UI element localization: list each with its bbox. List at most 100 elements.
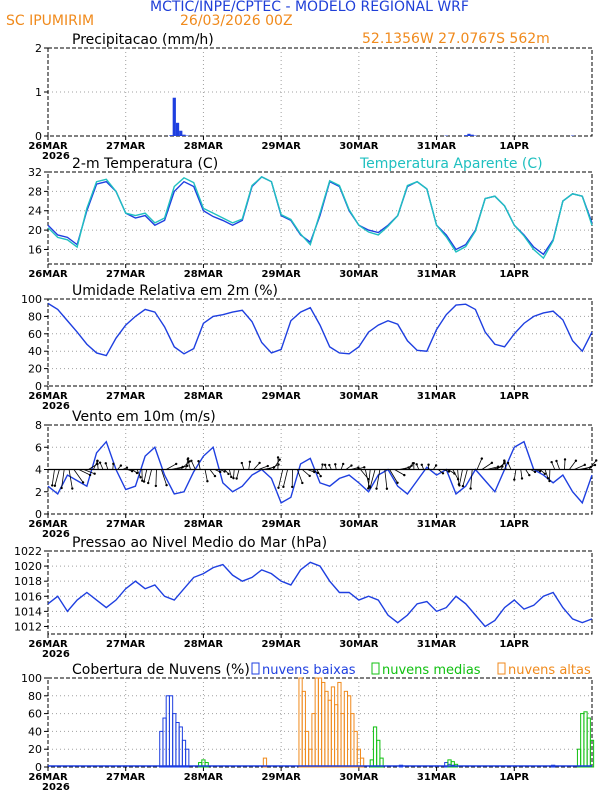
x-tick-year: 2026 bbox=[42, 529, 70, 540]
wind-arrow bbox=[191, 460, 196, 470]
wind-arrow-head bbox=[480, 457, 484, 460]
wind-arrow bbox=[175, 465, 188, 470]
wind-arrow bbox=[544, 469, 549, 479]
wind-arrow bbox=[96, 460, 99, 470]
wind-arrow bbox=[78, 469, 91, 476]
x-tick-label: 28MAR bbox=[184, 141, 224, 152]
x-tick-label: 31MAR bbox=[417, 141, 457, 152]
x-tick-label: 1APR bbox=[499, 639, 529, 650]
wind-arrow-head bbox=[282, 485, 285, 489]
wind-arrow-head bbox=[574, 459, 578, 462]
panel-title: Vento em 10m (m/s) bbox=[72, 409, 216, 425]
wind-arrow-head bbox=[375, 487, 378, 490]
wind-arrow-head bbox=[141, 479, 144, 482]
y-tick-label: 80 bbox=[28, 690, 42, 703]
wind-arrow-head bbox=[520, 477, 524, 480]
wind-arrow bbox=[143, 469, 148, 482]
wind-arrow-head bbox=[367, 487, 370, 490]
wind-arrow bbox=[180, 461, 190, 470]
x-tick-year: 2026 bbox=[42, 649, 70, 660]
wind-arrow bbox=[83, 469, 95, 475]
precip-bar bbox=[172, 97, 176, 136]
wind-arrow-head bbox=[235, 477, 238, 480]
wind-arrow bbox=[394, 469, 405, 476]
wind-arrow bbox=[457, 469, 460, 485]
x-tick-label: 28MAR bbox=[184, 269, 224, 280]
panel-1 bbox=[44, 171, 593, 268]
x-tick-label: 26MAR bbox=[28, 772, 68, 783]
wind-arrow bbox=[384, 469, 388, 489]
wind-arrow-head bbox=[206, 480, 209, 483]
wind-arrow-head bbox=[276, 456, 280, 459]
wind-arrow-head bbox=[593, 463, 597, 467]
wind-arrow bbox=[301, 469, 310, 477]
y-tick-label: 1 bbox=[35, 86, 42, 99]
wind-arrow-head bbox=[533, 470, 537, 474]
precip-bar bbox=[464, 135, 468, 136]
wind-arrow-head bbox=[112, 462, 115, 466]
precip-bar bbox=[169, 135, 173, 136]
wind-arrow-head bbox=[321, 463, 324, 466]
wind-arrow-head bbox=[461, 484, 465, 488]
x-tick-label: 29MAR bbox=[261, 519, 301, 530]
y-tick-label: 1016 bbox=[14, 590, 42, 603]
wind-arrow bbox=[491, 466, 503, 470]
precip-bar bbox=[179, 130, 183, 136]
y-tick-label: 80 bbox=[28, 310, 42, 323]
cloud-bar bbox=[301, 690, 306, 768]
x-tick-label: 30MAR bbox=[339, 391, 379, 402]
wind-arrow bbox=[204, 469, 208, 482]
wind-arrow-head bbox=[218, 470, 222, 474]
wind-arrow bbox=[513, 469, 517, 480]
x-tick-label: 1APR bbox=[499, 391, 529, 402]
wind-arrow-head bbox=[334, 463, 337, 466]
wind-arrow bbox=[520, 469, 523, 479]
wind-arrow bbox=[61, 469, 65, 489]
wind-arrow bbox=[583, 464, 596, 470]
x-tick-label: 31MAR bbox=[417, 639, 457, 650]
wind-arrow-head bbox=[319, 474, 322, 478]
precip-bar bbox=[182, 134, 186, 136]
y-tick-label: 2 bbox=[35, 486, 42, 499]
x-tick-label: 29MAR bbox=[261, 269, 301, 280]
wind-arrow bbox=[476, 458, 483, 470]
wind-arrow-head bbox=[139, 476, 142, 479]
x-tick-year: 2026 bbox=[42, 151, 70, 162]
x-tick-label: 29MAR bbox=[261, 772, 301, 783]
wind-arrow-head bbox=[490, 461, 494, 465]
legend-swatch bbox=[497, 662, 506, 675]
precip-bar bbox=[467, 133, 471, 136]
series-line bbox=[47, 440, 593, 505]
wind-arrow bbox=[486, 466, 499, 470]
x-tick-label: 26MAR bbox=[28, 141, 68, 152]
cloud-bar bbox=[204, 762, 209, 768]
wind-arrow-head bbox=[232, 476, 235, 480]
wind-arrow bbox=[99, 462, 104, 470]
wind-arrow-head bbox=[186, 458, 189, 461]
wind-arrow bbox=[73, 469, 84, 483]
x-tick-label: 26MAR bbox=[28, 639, 68, 650]
y-tick-label: 20 bbox=[28, 363, 42, 376]
wind-arrow bbox=[268, 464, 279, 470]
wind-arrow-head bbox=[248, 460, 252, 463]
x-tick-label: 30MAR bbox=[339, 519, 379, 530]
x-tick-label: 1APR bbox=[499, 519, 529, 530]
wind-arrow-head bbox=[165, 483, 168, 487]
panel-5 bbox=[44, 662, 595, 771]
wind-arrow-head bbox=[60, 486, 63, 490]
y-tick-label: 1020 bbox=[14, 560, 42, 573]
wind-arrow-head bbox=[266, 464, 269, 468]
wind-arrow-head bbox=[96, 459, 99, 463]
wind-arrow bbox=[569, 460, 577, 470]
x-tick-label: 28MAR bbox=[184, 391, 224, 402]
y-tick-label: 28 bbox=[28, 185, 42, 198]
wind-arrow bbox=[459, 469, 463, 486]
wind-arrow-head bbox=[368, 486, 372, 489]
location-label: SC IPUMIRIM bbox=[6, 13, 95, 29]
wind-arrow bbox=[136, 469, 141, 478]
panel-3 bbox=[44, 424, 598, 518]
wind-arrow-head bbox=[563, 458, 567, 461]
y-tick-label: 40 bbox=[28, 725, 42, 738]
panel-title: Precipitacao (mm/h) bbox=[72, 32, 214, 48]
